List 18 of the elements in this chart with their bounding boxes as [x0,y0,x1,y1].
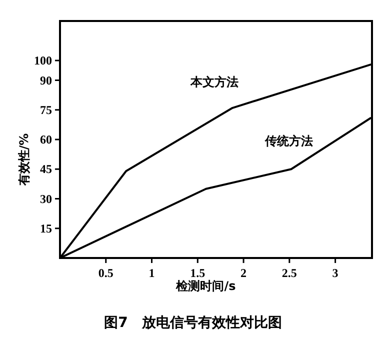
x-tick-label: 0.5 [98,266,114,280]
y-tick-label: 45 [40,162,52,176]
series-label: 本文方法 [190,74,239,89]
x-tick-label: 3 [332,266,338,280]
y-tick-label: 100 [34,54,52,68]
x-tick-label: 1 [148,266,155,280]
x-tick-label: 2.5 [282,266,297,280]
y-tick-label: 75 [40,102,52,117]
x-axis-title: 检测时间/s [175,279,236,293]
y-tick-label: 30 [40,192,52,206]
y-axis-title: 有效性/% [17,133,31,187]
series-label: 传统方法 [264,134,314,148]
y-tick-label: 60 [40,132,52,146]
x-tick-label: 1.5 [190,266,206,280]
x-tick-label: 2 [240,266,247,280]
y-tick-label: 90 [40,73,52,88]
text: 图7 放电信号有效性对比图 [104,315,282,331]
y-tick-label: 15 [40,221,52,236]
